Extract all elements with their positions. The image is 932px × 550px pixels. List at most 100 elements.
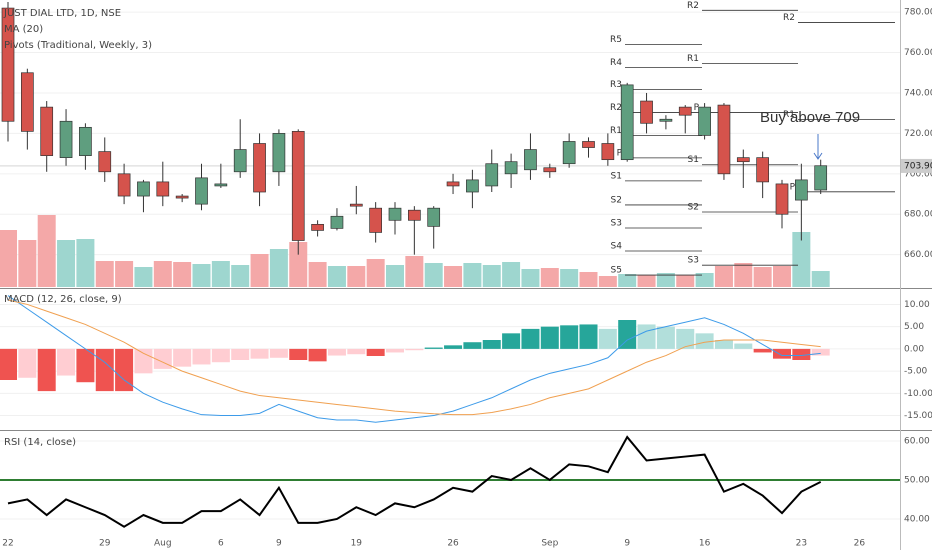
plot-layer: R5 R4 R3 R2 R1 P S1 S2 S3 S4 S5 R2 R1 P S1 S2 S3 R2 R1 P xyxy=(0,1,900,528)
y-tick-label: 660.00 xyxy=(904,250,932,260)
macd-histogram-bar xyxy=(269,348,288,358)
macd-histogram-bar xyxy=(211,348,230,363)
volume-bar xyxy=(734,263,753,287)
pivot-label: S4 xyxy=(611,242,623,252)
y-tick-label: 760.00 xyxy=(904,48,932,58)
y-tick-label: 5.00 xyxy=(904,322,924,332)
macd-histogram-bar xyxy=(773,348,791,359)
volume-bar xyxy=(18,240,37,287)
candle-body xyxy=(195,177,208,205)
y-tick-label: -10.00 xyxy=(904,389,932,399)
macd-histogram-bar xyxy=(424,347,443,349)
y-tick-label: -5.00 xyxy=(904,367,928,377)
macd-histogram-bar xyxy=(192,348,211,365)
macd-histogram-bar xyxy=(250,348,269,359)
candle-body xyxy=(253,143,266,193)
x-tick-label: 9 xyxy=(276,539,282,549)
candle-body xyxy=(175,195,189,199)
candle-body xyxy=(156,181,170,197)
x-tick-label: Sep xyxy=(541,539,558,549)
macd-histogram-bar xyxy=(618,320,637,349)
macd-histogram-bar xyxy=(463,342,482,349)
volume-bar xyxy=(811,271,830,287)
last-price-label: 703.90 xyxy=(904,161,932,171)
candle-body xyxy=(330,215,344,229)
x-tick-label: 6 xyxy=(218,539,224,549)
volume-bar xyxy=(173,262,192,287)
candle-body xyxy=(446,181,460,187)
candle-body xyxy=(814,165,828,191)
pivot-label: R5 xyxy=(610,35,622,45)
macd-histogram-bar xyxy=(444,345,463,349)
volume-bar xyxy=(637,275,656,287)
volume-bar xyxy=(250,254,269,287)
volume-bar xyxy=(76,239,95,287)
candle-body xyxy=(40,106,54,156)
macd-histogram-bar xyxy=(366,348,385,356)
pivot-label: S1 xyxy=(611,171,622,181)
volume-bar xyxy=(540,268,559,287)
pivot-label: P xyxy=(617,148,623,158)
x-tick-label: Aug xyxy=(154,539,172,549)
volume-bar xyxy=(618,274,637,287)
volume-bar xyxy=(560,269,579,287)
annotation-arrowhead xyxy=(813,152,823,160)
volume-bar xyxy=(773,266,791,287)
candle-body xyxy=(756,157,770,183)
volume-bar xyxy=(656,273,675,287)
pivot-label: R2 xyxy=(610,103,622,113)
x-tick-label: 23 xyxy=(796,539,807,549)
candle-body xyxy=(775,183,789,215)
candle-body xyxy=(427,207,441,227)
x-tick-label: 22 xyxy=(2,539,13,549)
volume-bar xyxy=(153,261,172,287)
macd-histogram-bar xyxy=(0,348,17,380)
y-tick-label: 50.00 xyxy=(904,475,930,485)
candle-body xyxy=(736,157,750,163)
volume-bar xyxy=(695,273,714,287)
pivot-label: S5 xyxy=(611,266,622,276)
volume-bar xyxy=(482,265,501,287)
candle-body xyxy=(698,106,711,136)
macd-histogram-bar xyxy=(656,326,675,349)
volume-bar xyxy=(289,242,308,287)
candle-body xyxy=(137,181,150,197)
macd-histogram-bar xyxy=(57,348,76,376)
volume-bar xyxy=(444,266,463,287)
rsi-title: RSI (14, close) xyxy=(4,437,76,448)
macd-histogram-bar xyxy=(560,325,579,349)
macd-histogram-bar xyxy=(327,348,346,356)
rsi-line xyxy=(7,435,822,528)
macd-histogram-bar xyxy=(134,348,153,374)
macd-histogram-bar xyxy=(695,333,714,349)
volume-bar xyxy=(676,275,695,287)
pivot-label: P xyxy=(790,182,796,192)
pivot-label: S1 xyxy=(688,155,699,165)
volume-bar xyxy=(521,269,540,287)
volume-bar xyxy=(211,261,230,287)
macd-histogram-bar xyxy=(734,343,753,349)
volume-bar xyxy=(269,249,288,287)
volume-bar xyxy=(424,263,443,287)
volume-bar xyxy=(753,267,772,287)
macd-histogram-bar xyxy=(540,326,559,349)
macd-histogram-bar xyxy=(76,348,95,383)
y-tick-label: 60.00 xyxy=(904,436,930,446)
candle-body xyxy=(311,223,324,231)
pivot-label: R2 xyxy=(783,13,795,23)
macd-histogram-bar xyxy=(482,340,501,349)
y-tick-label: -15.00 xyxy=(904,411,932,421)
volume-bar xyxy=(231,265,250,287)
macd-histogram-bar xyxy=(308,348,327,362)
y-tick-label: 780.00 xyxy=(904,8,932,18)
candle-body xyxy=(562,141,576,165)
y-tick-label: 0.00 xyxy=(904,344,924,354)
y-tick-label: 10.00 xyxy=(904,300,930,310)
macd-histogram-bar xyxy=(347,348,366,355)
pivot-label: S3 xyxy=(688,256,699,266)
pivot-label: S2 xyxy=(611,195,622,205)
volume-bar xyxy=(405,256,424,287)
candle-body xyxy=(21,72,34,132)
volume-bar xyxy=(792,232,811,287)
x-tick-label: 19 xyxy=(351,539,363,549)
